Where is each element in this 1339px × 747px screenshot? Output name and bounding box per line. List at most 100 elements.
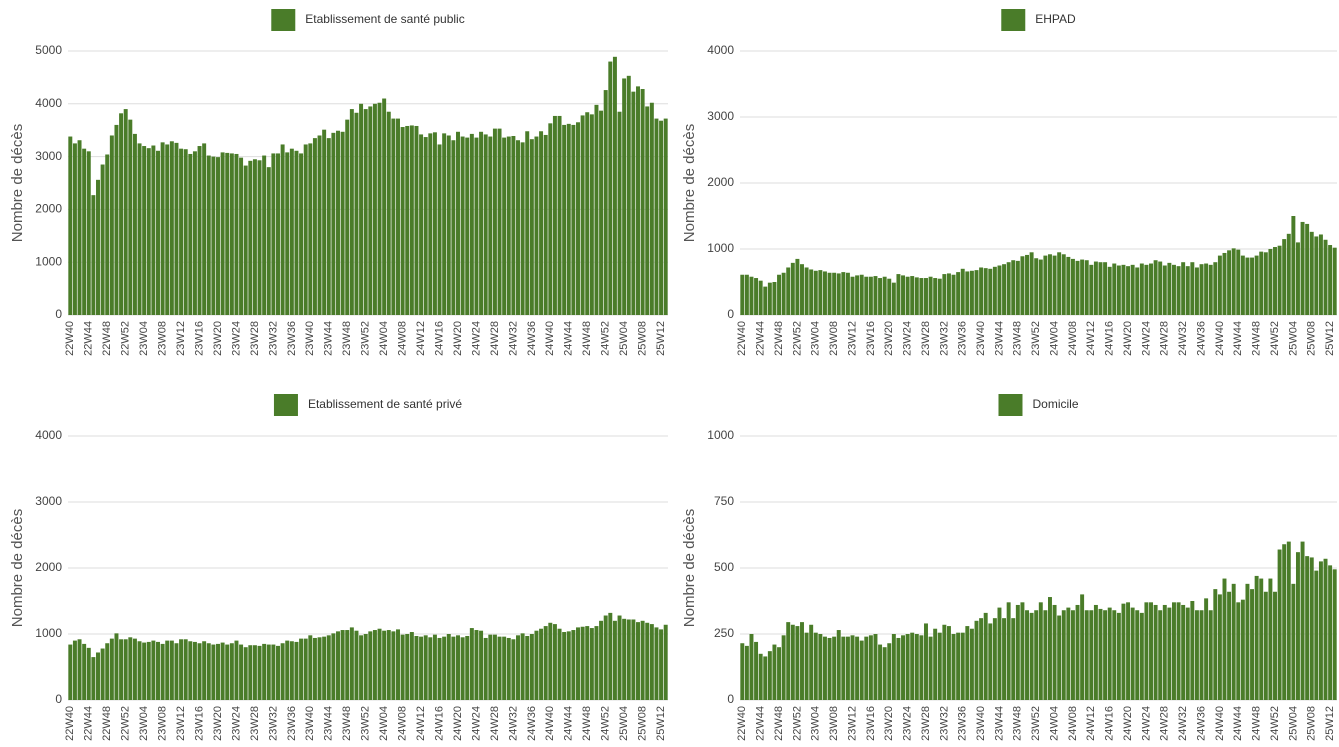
bar: [165, 144, 170, 315]
y-tick-label: 750: [714, 494, 734, 508]
bar: [391, 118, 396, 315]
bar: [832, 272, 837, 315]
x-tick-label: 22W44: [83, 706, 95, 741]
bar: [1213, 589, 1218, 700]
x-tick-label: 25W08: [637, 706, 649, 741]
bar: [72, 640, 77, 700]
bar: [933, 278, 938, 315]
bar: [663, 624, 668, 700]
bar: [299, 638, 304, 700]
bar: [1213, 262, 1218, 315]
x-tick-label: 22W48: [773, 706, 785, 741]
bar: [497, 636, 502, 700]
bar: [331, 633, 336, 700]
bar: [744, 274, 749, 315]
bar: [873, 276, 878, 315]
bar: [77, 639, 82, 700]
x-tick-label: 23W48: [341, 706, 353, 741]
bar: [992, 618, 997, 700]
bar: [174, 142, 179, 315]
x-tick-label: 24W08: [1067, 706, 1079, 741]
bar: [622, 78, 627, 316]
x-tick-label: 25W04: [1287, 706, 1299, 741]
bar: [1282, 239, 1287, 315]
bar: [1149, 602, 1153, 700]
bar: [1080, 259, 1085, 315]
x-tick-label: 24W44: [1232, 706, 1244, 741]
bar: [965, 626, 970, 700]
bar: [855, 275, 860, 315]
bar: [1236, 249, 1241, 315]
bar: [960, 268, 965, 315]
x-tick-label: 22W48: [101, 706, 113, 741]
bar: [1300, 541, 1305, 700]
x-tick-label: 24W44: [563, 321, 575, 356]
bar: [946, 626, 951, 700]
bar: [1098, 262, 1103, 315]
x-tick-label: 23W36: [286, 321, 298, 356]
bar: [409, 632, 414, 700]
bar: [1116, 612, 1121, 700]
bar: [557, 115, 562, 315]
bar: [516, 635, 520, 700]
x-tick-label: 24W40: [544, 321, 556, 356]
bar: [234, 640, 239, 700]
bar: [1291, 216, 1296, 315]
x-tick-label: 24W28: [489, 321, 501, 356]
x-tick-label: 24W08: [397, 706, 409, 741]
bar: [997, 607, 1002, 700]
y-tick-label: 1000: [707, 428, 734, 442]
bar: [645, 106, 650, 315]
bar: [1240, 599, 1245, 700]
bar: [211, 644, 216, 700]
bar: [1025, 610, 1029, 700]
bar: [654, 627, 659, 700]
bar: [859, 274, 864, 315]
bar: [997, 265, 1002, 315]
bar: [781, 272, 786, 315]
bar: [262, 643, 267, 700]
bar: [1126, 266, 1131, 315]
x-tick-label: 25W04: [618, 706, 630, 741]
bar: [1323, 558, 1328, 700]
bar: [562, 632, 567, 700]
x-tick-label: 24W28: [489, 706, 501, 741]
bar: [359, 103, 364, 315]
bar: [1034, 258, 1039, 315]
bar: [956, 272, 961, 315]
bar: [608, 612, 613, 700]
legend-swatch: [273, 394, 298, 416]
bar: [772, 282, 777, 315]
bar: [483, 134, 488, 315]
bar: [1093, 604, 1098, 700]
bar: [777, 274, 782, 315]
bar: [539, 131, 544, 315]
x-tick-label: 23W48: [1012, 321, 1024, 356]
bar: [859, 640, 864, 700]
bar: [910, 276, 915, 315]
bar: [543, 626, 548, 700]
x-tick-label: 23W04: [810, 706, 822, 741]
bar: [1259, 251, 1264, 315]
bar: [266, 167, 271, 315]
bar: [179, 148, 184, 315]
x-tick-label: 23W28: [249, 321, 261, 356]
bar: [1323, 239, 1328, 315]
bar: [1103, 610, 1108, 700]
bar: [437, 144, 442, 315]
y-axis-title: Nombre de décès: [9, 124, 26, 242]
bar: [1070, 610, 1075, 700]
bar: [800, 622, 804, 700]
bar: [451, 636, 456, 700]
bar: [1130, 607, 1135, 700]
bar: [525, 131, 530, 315]
bar: [1199, 264, 1204, 315]
bar: [382, 630, 387, 700]
bar: [786, 267, 791, 315]
bar: [1231, 248, 1236, 315]
x-tick-label: 24W40: [1214, 321, 1226, 356]
x-tick-label: 24W12: [1085, 321, 1097, 356]
bar: [649, 624, 654, 700]
x-tick-label: 22W40: [64, 321, 76, 356]
y-tick-label: 4000: [35, 96, 62, 110]
